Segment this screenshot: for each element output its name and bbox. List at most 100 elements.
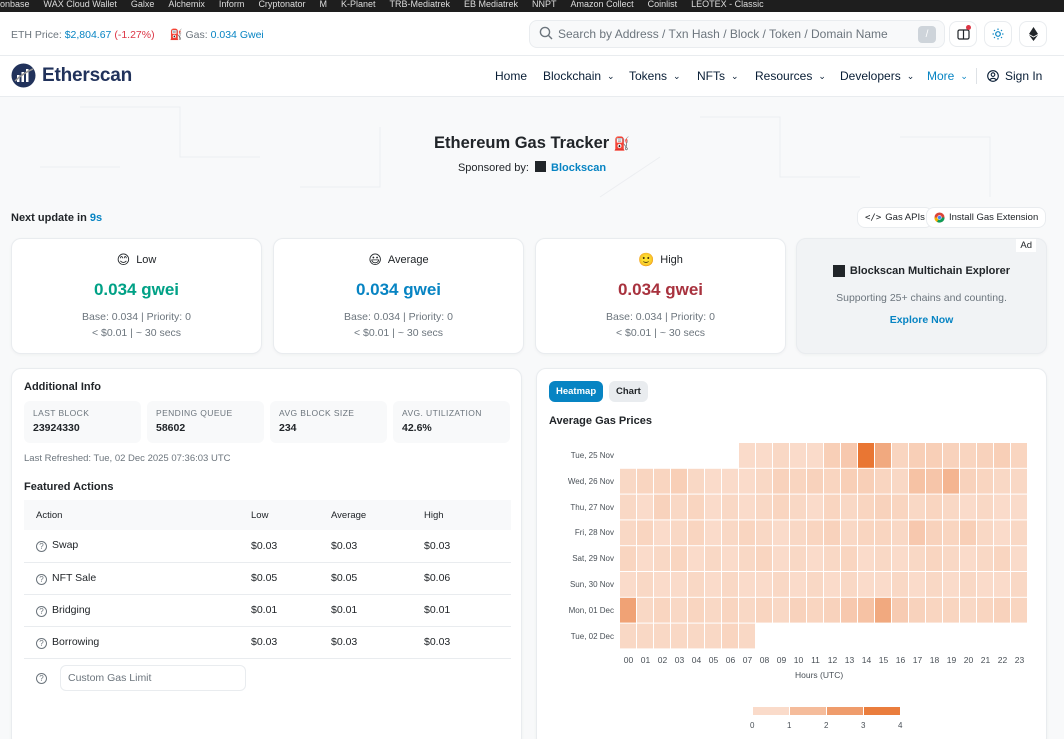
heatmap-cell[interactable] (688, 546, 704, 571)
heatmap-cell[interactable] (688, 468, 704, 494)
heatmap-cell[interactable] (977, 572, 993, 597)
heatmap-cell[interactable] (943, 443, 959, 468)
question-circle-icon[interactable]: ? (36, 573, 47, 585)
heatmap-cell[interactable] (620, 572, 636, 597)
heatmap-cell[interactable] (858, 468, 874, 494)
heatmap-cell[interactable] (790, 443, 806, 468)
heatmap-cell[interactable] (637, 494, 653, 520)
heatmap-cell[interactable] (875, 546, 891, 571)
heatmap-cell[interactable] (756, 494, 772, 520)
sponsor-link[interactable]: Blockscan (551, 162, 607, 174)
question-circle-icon[interactable]: ? (36, 541, 47, 553)
heatmap-cell[interactable] (926, 468, 942, 494)
nav-nfts[interactable]: NFTs ⌄ (697, 69, 739, 83)
heatmap-cell[interactable] (620, 546, 636, 571)
heatmap-cell[interactable] (722, 468, 738, 494)
heatmap-cell[interactable] (994, 468, 1010, 494)
heatmap-cell[interactable] (637, 520, 653, 546)
heatmap-cell[interactable] (909, 572, 925, 597)
heatmap-cell[interactable] (722, 546, 738, 571)
heatmap-cell[interactable] (841, 468, 857, 494)
bookmark-item[interactable]: TRB-Mediatrek (389, 0, 451, 9)
heatmap-cell[interactable] (824, 597, 840, 623)
heatmap-cell[interactable] (807, 572, 823, 597)
heatmap-cell[interactable] (756, 546, 772, 571)
bookmark-item[interactable]: Galxe (130, 0, 155, 9)
heatmap-cell[interactable] (943, 494, 959, 520)
heatmap-cell[interactable] (739, 494, 755, 520)
bookmark-item[interactable]: Alchemix (168, 0, 205, 9)
heatmap-cell[interactable] (943, 546, 959, 571)
heatmap-cell[interactable] (960, 520, 976, 546)
heatmap-cell[interactable] (892, 520, 908, 546)
heatmap-cell[interactable] (705, 494, 721, 520)
heatmap-cell[interactable] (773, 468, 789, 494)
heatmap-cell[interactable] (1011, 597, 1027, 623)
heatmap-cell[interactable] (722, 623, 738, 649)
heatmap-cell[interactable] (858, 443, 874, 468)
heatmap-cell[interactable] (620, 623, 636, 649)
heatmap-cell[interactable] (807, 546, 823, 571)
heatmap-cell[interactable] (756, 468, 772, 494)
heatmap-cell[interactable] (671, 597, 687, 623)
heatmap-cell[interactable] (790, 597, 806, 623)
heatmap-cell[interactable] (909, 494, 925, 520)
network-button[interactable] (1019, 21, 1047, 47)
heatmap-cell[interactable] (994, 494, 1010, 520)
bookmark-item[interactable]: Amazon Collect (570, 0, 634, 9)
heatmap-cell[interactable] (875, 494, 891, 520)
heatmap-cell[interactable] (960, 597, 976, 623)
heatmap-cell[interactable] (790, 546, 806, 571)
heatmap-cell[interactable] (875, 520, 891, 546)
eth-price-value[interactable]: $2,804.67 (64, 29, 112, 41)
nav-home[interactable]: Home (495, 69, 527, 83)
heatmap-cell[interactable] (960, 468, 976, 494)
heatmap-cell[interactable] (909, 520, 925, 546)
heatmap-cell[interactable] (722, 572, 738, 597)
heatmap-cell[interactable] (943, 572, 959, 597)
heatmap-cell[interactable] (807, 494, 823, 520)
heatmap-cell[interactable] (773, 494, 789, 520)
heatmap-cell[interactable] (807, 520, 823, 546)
heatmap-cell[interactable] (790, 468, 806, 494)
heatmap-cell[interactable] (739, 597, 755, 623)
heatmap-cell[interactable] (960, 572, 976, 597)
heatmap-cell[interactable] (705, 546, 721, 571)
heatmap-cell[interactable] (841, 494, 857, 520)
gas-value-link[interactable]: 0.034 Gwei (210, 29, 264, 41)
heatmap-cell[interactable] (994, 546, 1010, 571)
nav-blockchain[interactable]: Blockchain ⌄ (543, 69, 615, 83)
heatmap-cell[interactable] (688, 572, 704, 597)
heatmap-cell[interactable] (909, 443, 925, 468)
nav-more[interactable]: More ⌄ (927, 69, 968, 83)
heatmap-cell[interactable] (705, 623, 721, 649)
wallet-button[interactable] (949, 21, 977, 47)
heatmap-cell[interactable] (943, 468, 959, 494)
heatmap-cell[interactable] (654, 468, 670, 494)
heatmap-cell[interactable] (875, 443, 891, 468)
heatmap-cell[interactable] (960, 546, 976, 571)
heatmap-cell[interactable] (671, 468, 687, 494)
heatmap-cell[interactable] (841, 572, 857, 597)
heatmap-cell[interactable] (654, 546, 670, 571)
heatmap-cell[interactable] (858, 546, 874, 571)
bookmark-item[interactable]: WAX Cloud Wallet (43, 0, 117, 9)
heatmap-cell[interactable] (909, 546, 925, 571)
heatmap-cell[interactable] (671, 494, 687, 520)
heatmap-cell[interactable] (807, 443, 823, 468)
heatmap-cell[interactable] (654, 520, 670, 546)
heatmap-cell[interactable] (807, 597, 823, 623)
heatmap-cell[interactable] (739, 468, 755, 494)
heatmap-cell[interactable] (722, 520, 738, 546)
heatmap-cell[interactable] (824, 494, 840, 520)
heatmap-cell[interactable] (756, 443, 772, 468)
heatmap-cell[interactable] (977, 443, 993, 468)
heatmap-cell[interactable] (943, 520, 959, 546)
heatmap-cell[interactable] (620, 468, 636, 494)
heatmap-cell[interactable] (1011, 443, 1027, 468)
heatmap-cell[interactable] (977, 546, 993, 571)
nav-developers[interactable]: Developers ⌄ (840, 69, 914, 83)
bookmark-item[interactable]: M (319, 0, 327, 9)
heatmap-cell[interactable] (926, 494, 942, 520)
bookmark-item[interactable]: Cryptonator (258, 0, 306, 9)
